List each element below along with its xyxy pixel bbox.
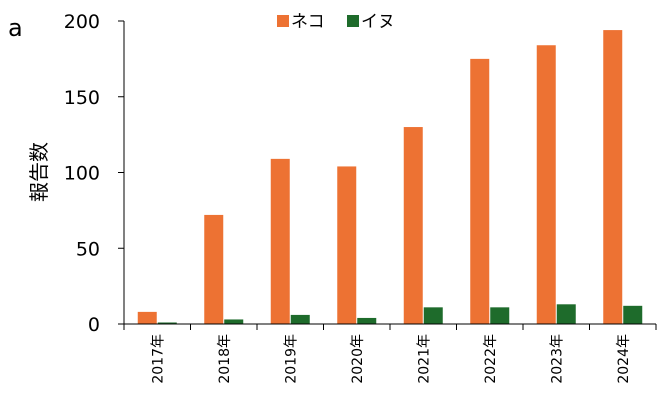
- legend-swatch-dog: [347, 15, 359, 27]
- bar-dog-2: [290, 314, 310, 324]
- x-tick-label: 2017年: [150, 334, 166, 384]
- bar-dog-3: [357, 317, 377, 324]
- y-tick-label: 200: [64, 11, 100, 33]
- x-tick-label: 2021年: [416, 334, 432, 384]
- y-tick-label: 50: [76, 238, 100, 260]
- panel-label: a: [8, 14, 23, 42]
- y-tick-label: 150: [64, 87, 100, 109]
- x-tick-label: 2022年: [483, 334, 499, 384]
- legend-label-dog: イヌ: [361, 12, 395, 32]
- bar-cat-0: [137, 311, 157, 324]
- bar-dog-5: [490, 307, 510, 324]
- bar-dog-6: [556, 304, 576, 324]
- x-axis: 2017年 2018年 2019年 2020年 2021年 2022年 2023年 2024年: [123, 323, 657, 384]
- bar-dog-7: [623, 305, 643, 324]
- bars: [137, 30, 643, 325]
- y-axis: 0 50 100 150 200: [64, 11, 125, 336]
- bar-cat-4: [403, 127, 423, 324]
- bar-dog-1: [224, 319, 244, 324]
- y-axis-title: 報告数: [27, 142, 51, 202]
- x-tick-label: 2019年: [283, 334, 299, 384]
- y-tick-label: 0: [88, 314, 100, 336]
- bar-cat-1: [204, 214, 224, 324]
- x-tick-label: 2018年: [217, 334, 233, 384]
- bar-cat-3: [337, 166, 357, 324]
- bar-dog-0: [157, 322, 177, 324]
- bar-dog-4: [423, 307, 443, 324]
- legend-label-cat: ネコ: [291, 12, 325, 32]
- legend: ネコ イヌ: [277, 12, 395, 32]
- bar-cat-7: [603, 30, 623, 325]
- y-tick-label: 100: [64, 163, 100, 185]
- legend-swatch-cat: [277, 15, 289, 27]
- bar-cat-2: [270, 158, 290, 324]
- bar-cat-5: [470, 58, 490, 324]
- x-tick-label: 2023年: [549, 334, 565, 384]
- x-tick-label: 2024年: [616, 334, 632, 384]
- x-tick-label: 2020年: [350, 334, 366, 384]
- bar-cat-6: [536, 45, 556, 325]
